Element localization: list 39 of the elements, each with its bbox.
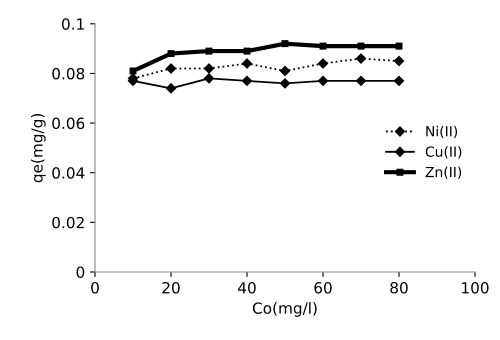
x-tick-label: 80 bbox=[390, 282, 408, 294]
y-tick-label: 0.1 bbox=[62, 18, 84, 30]
point bbox=[204, 73, 214, 84]
y-tick-label: 0 bbox=[76, 266, 84, 278]
point bbox=[318, 76, 328, 86]
point bbox=[280, 78, 290, 88]
point bbox=[130, 67, 136, 74]
point bbox=[396, 42, 402, 50]
point bbox=[320, 42, 326, 50]
y-tick-label: 0.04 bbox=[52, 167, 84, 179]
x-tick-label: 20 bbox=[162, 282, 180, 294]
point bbox=[394, 56, 404, 66]
legend-label: Zn(II) bbox=[426, 166, 462, 179]
y-tick-label: 0.06 bbox=[52, 118, 84, 130]
point bbox=[242, 76, 252, 86]
y-tick-label: 0.02 bbox=[52, 216, 84, 228]
point bbox=[358, 42, 364, 50]
point bbox=[242, 58, 252, 69]
point bbox=[206, 48, 212, 55]
point bbox=[244, 48, 250, 55]
point bbox=[204, 63, 214, 74]
point bbox=[356, 53, 366, 64]
point bbox=[394, 76, 404, 86]
point bbox=[166, 63, 176, 74]
point bbox=[280, 66, 290, 76]
legend-label: Ni(II) bbox=[426, 126, 458, 138]
point bbox=[282, 40, 288, 48]
point bbox=[166, 83, 176, 94]
point bbox=[318, 58, 328, 69]
legend-label: Cu(II) bbox=[426, 146, 462, 159]
x-tick-label: 100 bbox=[462, 282, 489, 294]
x-tick-label: 40 bbox=[238, 282, 256, 294]
x-axis-title: Co(mg/l) bbox=[252, 302, 317, 317]
y-tick-label: 0.08 bbox=[52, 68, 84, 80]
point bbox=[168, 50, 174, 58]
x-tick-label: 0 bbox=[91, 282, 99, 294]
y-axis-title: qe(mg/g) bbox=[30, 114, 46, 182]
x-tick-label: 60 bbox=[314, 282, 332, 294]
point bbox=[356, 76, 366, 86]
